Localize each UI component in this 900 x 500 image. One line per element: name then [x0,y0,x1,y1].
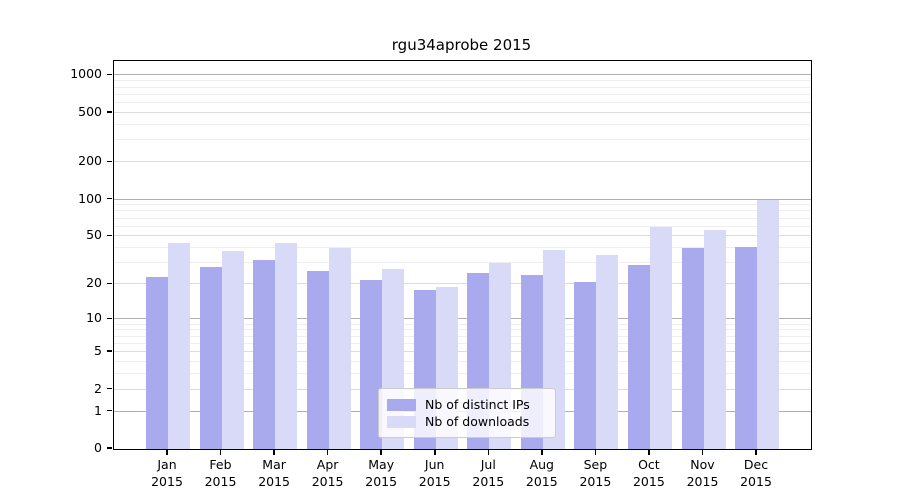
bar-nov-downloads [703,230,726,449]
y-tick-label-2: 2 [94,380,102,396]
x-tick-label-oct: Oct 2015 [632,457,665,489]
gridline-70 [114,217,811,219]
x-tick-label-may: May 2015 [365,457,398,489]
y-tick-label-50: 50 [86,227,102,243]
x-tick-label-apr: Apr 2015 [311,457,344,489]
y-tick-label-200: 200 [78,153,102,169]
gridline-4 [114,361,811,362]
legend-swatch-distinct-ips [387,398,416,411]
y-tick-mark-10 [106,317,112,320]
y-tick-label-1000: 1000 [70,66,102,82]
x-tick-mark-jun [434,449,436,455]
y-tick-mark-50 [106,234,112,237]
x-tick-mark-may [380,449,382,455]
bar-sep-ips [574,281,597,449]
gridline-500 [114,111,811,113]
gridline-7 [114,335,811,337]
bar-nov-ips [681,248,704,449]
x-tick-mark-apr [326,449,329,455]
y-tick-mark-20 [106,282,112,285]
bar-dec-ips [735,246,757,449]
gridline-3 [114,373,811,374]
y-tick-mark-2 [106,387,112,390]
legend-row-distinct-ips: Nb of distinct IPs [387,397,545,412]
gridline-30 [114,262,811,264]
y-tick-label-10: 10 [86,310,102,326]
legend-swatch-downloads [387,415,416,428]
legend: Nb of distinct IPs Nb of downloads [378,388,556,438]
y-tick-mark-200 [106,160,112,162]
gridline-400 [114,123,811,125]
gridline-1000 [114,74,811,76]
x-tick-mark-feb [219,449,222,455]
bar-mar-downloads [275,243,298,449]
x-tick-mark-oct [648,449,650,455]
x-tick-mark-nov [701,449,704,455]
gridline-50 [114,235,811,237]
bar-feb-downloads [221,250,244,449]
y-tick-label-500: 500 [78,103,102,119]
y-tick-label-5: 5 [94,343,102,359]
legend-row-downloads: Nb of downloads [387,414,545,429]
x-tick-label-sep: Sep 2015 [579,457,612,489]
gridline-20 [114,283,811,285]
gridline-60 [114,225,811,227]
x-tick-label-aug: Aug 2015 [525,457,558,489]
bar-mar-ips [253,259,276,449]
gridline-800 [114,86,811,88]
y-tick-label-20: 20 [86,275,102,291]
x-tick-mark-sep [594,449,597,455]
y-tick-label-1: 1 [94,402,102,418]
gridline-600 [114,102,811,103]
gridline-6 [114,342,811,344]
legend-label-distinct-ips: Nb of distinct IPs [425,397,530,412]
x-tick-mark-mar [273,449,275,455]
bar-oct-ips [627,265,650,449]
x-tick-mark-jan [166,449,168,455]
x-tick-label-feb: Feb 2015 [204,457,237,489]
x-tick-label-jun: Jun 2015 [418,457,451,489]
y-tick-mark-100 [106,197,112,200]
y-tick-mark-500 [106,111,112,113]
gridline-8 [114,329,811,331]
gridline-900 [114,80,811,82]
bar-may-ips [360,279,383,449]
x-tick-label-dec: Dec 2015 [740,457,772,489]
bar-apr-downloads [328,248,351,449]
x-tick-mark-jul [487,449,489,455]
x-tick-label-mar: Mar 2015 [258,457,290,489]
x-tick-label-jan: Jan 2015 [151,457,183,489]
gridline-40 [114,247,811,249]
gridline-80 [114,210,811,212]
y-tick-mark-5 [106,350,112,352]
bar-jan-downloads [168,243,190,449]
bar-oct-downloads [649,226,672,449]
y-tick-mark-1000 [106,73,112,76]
bar-sep-downloads [596,255,619,449]
plot-area [113,60,812,450]
x-tick-label-nov: Nov 2015 [686,457,719,489]
bar-dec-downloads [757,199,779,449]
bar-jan-ips [146,277,168,449]
y-tick-label-0: 0 [94,440,102,455]
x-tick-mark-aug [541,449,543,455]
gridline-10 [114,318,811,320]
gridline-200 [114,161,811,163]
legend-label-downloads: Nb of downloads [425,414,530,429]
gridline-700 [114,93,811,95]
y-tick-mark-0 [106,447,112,449]
bar-feb-ips [199,266,222,449]
gridline-5 [114,351,811,353]
x-tick-label-jul: Jul 2015 [472,457,505,489]
chart-title: rgu34aprobe 2015 [391,36,532,54]
bar-apr-ips [306,270,329,449]
gridline-90 [114,204,811,206]
y-tick-mark-1 [106,409,112,412]
y-tick-label-100: 100 [78,190,102,206]
gridline-9 [114,323,811,325]
gridline-300 [114,139,811,141]
x-tick-mark-dec [755,449,757,455]
gridline-100 [114,198,811,200]
